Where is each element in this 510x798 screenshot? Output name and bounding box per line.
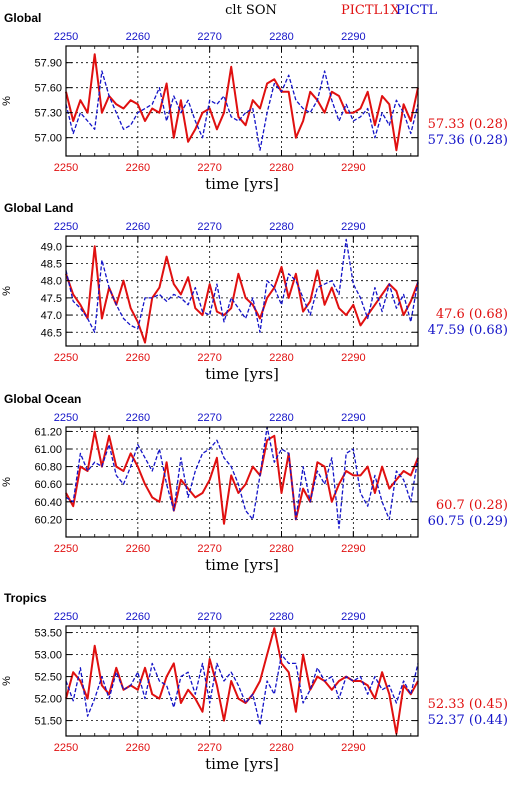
panel-0-xtick-label-top: 2270 <box>197 31 221 43</box>
panel-3-mean-exp: 52.33 (0.45) <box>428 697 508 712</box>
panel-1-xtick-label-top: 2280 <box>269 221 293 233</box>
panel-3-xtick-label-bottom: 2260 <box>126 742 150 754</box>
panel-1-xtick-label-top: 2270 <box>197 221 221 233</box>
panel-1-xtick-label-top: 2260 <box>126 221 150 233</box>
panel-2-series-ctl-line <box>65 426 419 529</box>
panel-1-mean-ctl: 47.59 (0.68) <box>428 323 508 338</box>
panel-3-xtick-label-top: 2260 <box>126 611 150 623</box>
panel-1-ytick-label: 48.5 <box>41 259 62 271</box>
panel-2-xtick-label-bottom: 2250 <box>54 543 78 555</box>
panel-3-xtick-label-top: 2270 <box>197 611 221 623</box>
panel-3-title: Tropics <box>4 591 47 605</box>
panel-0-title: Global <box>4 11 41 25</box>
panel-3-ytick-label: 51.50 <box>34 716 62 728</box>
legend-label-exp: PICTL1X <box>341 3 400 18</box>
panel-1-frame <box>65 235 419 347</box>
panel-1-series-ctl-line <box>65 238 419 333</box>
panel-3-xtick-label-top: 2280 <box>269 611 293 623</box>
panel-2-ytick-label: 61.20 <box>34 426 62 438</box>
panel-2-ytick-label: 61.00 <box>34 444 62 456</box>
panel-1-xtick-label-bottom: 2280 <box>269 352 293 364</box>
panel-1-mean-exp: 47.6 (0.68) <box>436 307 508 322</box>
figure-title: clt SON <box>225 3 277 18</box>
panel-0-ytick-label: 57.00 <box>34 133 62 145</box>
panel-1-xtick-label-bottom: 2260 <box>126 352 150 364</box>
panel-3-series-exp-line <box>65 627 419 735</box>
legend-label-ctl: PICTL <box>396 3 438 18</box>
panel-3-ytick-label: 53.50 <box>34 628 62 640</box>
panel-1-series-exp-line <box>65 245 419 344</box>
panel-2-xtick-label-top: 2270 <box>197 412 221 424</box>
panel-0-xtick-label-top: 2250 <box>54 31 78 43</box>
panel-3-xtick-label-bottom: 2250 <box>54 742 78 754</box>
panel-2-ylabel: % <box>1 477 13 487</box>
panel-1-xtick-label-bottom: 2270 <box>197 352 221 364</box>
panel-3-xtick-label-top: 2250 <box>54 611 78 623</box>
panel-1-ylabel: % <box>1 286 13 296</box>
panel-2-ytick-label: 60.20 <box>34 514 62 526</box>
panel-3-ylabel: % <box>1 676 13 686</box>
panel-1-xlabel: time [yrs] <box>205 365 279 383</box>
panel-3-xtick-label-bottom: 2270 <box>197 742 221 754</box>
panel-2-xlabel: time [yrs] <box>205 556 279 574</box>
panel-0-frame <box>65 45 419 157</box>
panel-0-xtick-label-bottom: 2270 <box>197 162 221 174</box>
panel-1-ytick-label: 49.0 <box>41 241 62 253</box>
panel-1-ytick-label: 46.5 <box>41 327 62 339</box>
panel-1-ytick-label: 47.5 <box>41 293 62 305</box>
panel-3-xtick-label-bottom: 2280 <box>269 742 293 754</box>
panel-2-ytick-label: 60.40 <box>34 497 62 509</box>
panel-2-ytick-label: 60.80 <box>34 462 62 474</box>
panel-2-xtick-label-bottom: 2280 <box>269 543 293 555</box>
panel-2-xtick-label-top: 2280 <box>269 412 293 424</box>
panel-1-xtick-label-bottom: 2290 <box>341 352 365 364</box>
panel-3-ytick-label: 52.00 <box>34 694 62 706</box>
panel-0-xtick-label-bottom: 2290 <box>341 162 365 174</box>
panel-2-xtick-label-bottom: 2260 <box>126 543 150 555</box>
panel-3-mean-ctl: 52.37 (0.44) <box>428 713 508 728</box>
panel-2-title: Global Ocean <box>4 392 81 406</box>
panel-0-mean-ctl: 57.36 (0.28) <box>428 133 508 148</box>
panel-2-mean-ctl: 60.75 (0.29) <box>428 514 508 529</box>
panel-3-xtick-label-bottom: 2290 <box>341 742 365 754</box>
panel-1-xtick-label-bottom: 2250 <box>54 352 78 364</box>
panel-2-xtick-label-bottom: 2270 <box>197 543 221 555</box>
panel-0-xtick-label-bottom: 2250 <box>54 162 78 174</box>
panel-2-xtick-label-top: 2260 <box>126 412 150 424</box>
panel-3-frame <box>65 625 419 737</box>
panel-0-ytick-label: 57.60 <box>34 83 62 95</box>
panel-2-xtick-label-top: 2250 <box>54 412 78 424</box>
panel-2-frame <box>65 426 419 538</box>
panel-0-ytick-label: 57.30 <box>34 108 62 120</box>
panel-2-mean-exp: 60.7 (0.28) <box>436 498 508 513</box>
panel-1-xtick-label-top: 2290 <box>341 221 365 233</box>
panel-0-ytick-label: 57.90 <box>34 58 62 70</box>
panel-0-xtick-label-bottom: 2260 <box>126 162 150 174</box>
panel-3-ytick-label: 53.00 <box>34 650 62 662</box>
panel-1-xtick-label-top: 2250 <box>54 221 78 233</box>
panel-3-series-ctl-line <box>65 653 419 726</box>
panel-3-ytick-label: 52.50 <box>34 672 62 684</box>
panel-1-title: Global Land <box>4 201 73 215</box>
panel-0-series-exp-line <box>65 53 419 152</box>
panel-1-ytick-label: 47.0 <box>41 310 62 322</box>
panel-0-series-ctl-line <box>65 70 419 151</box>
panel-0-xlabel: time [yrs] <box>205 175 279 193</box>
panel-0-xtick-label-top: 2280 <box>269 31 293 43</box>
panel-1-ytick-label: 48.0 <box>41 276 62 288</box>
panel-0-mean-exp: 57.33 (0.28) <box>428 117 508 132</box>
panel-0-xtick-label-bottom: 2280 <box>269 162 293 174</box>
panel-3-xlabel: time [yrs] <box>205 755 279 773</box>
panel-0-xtick-label-top: 2260 <box>126 31 150 43</box>
panel-2-series-exp-line <box>65 430 419 525</box>
panel-0-xtick-label-top: 2290 <box>341 31 365 43</box>
panel-2-xtick-label-bottom: 2290 <box>341 543 365 555</box>
panel-3-xtick-label-top: 2290 <box>341 611 365 623</box>
panel-2-xtick-label-top: 2290 <box>341 412 365 424</box>
panel-2-ytick-label: 60.60 <box>34 479 62 491</box>
panel-0-ylabel: % <box>1 96 13 106</box>
